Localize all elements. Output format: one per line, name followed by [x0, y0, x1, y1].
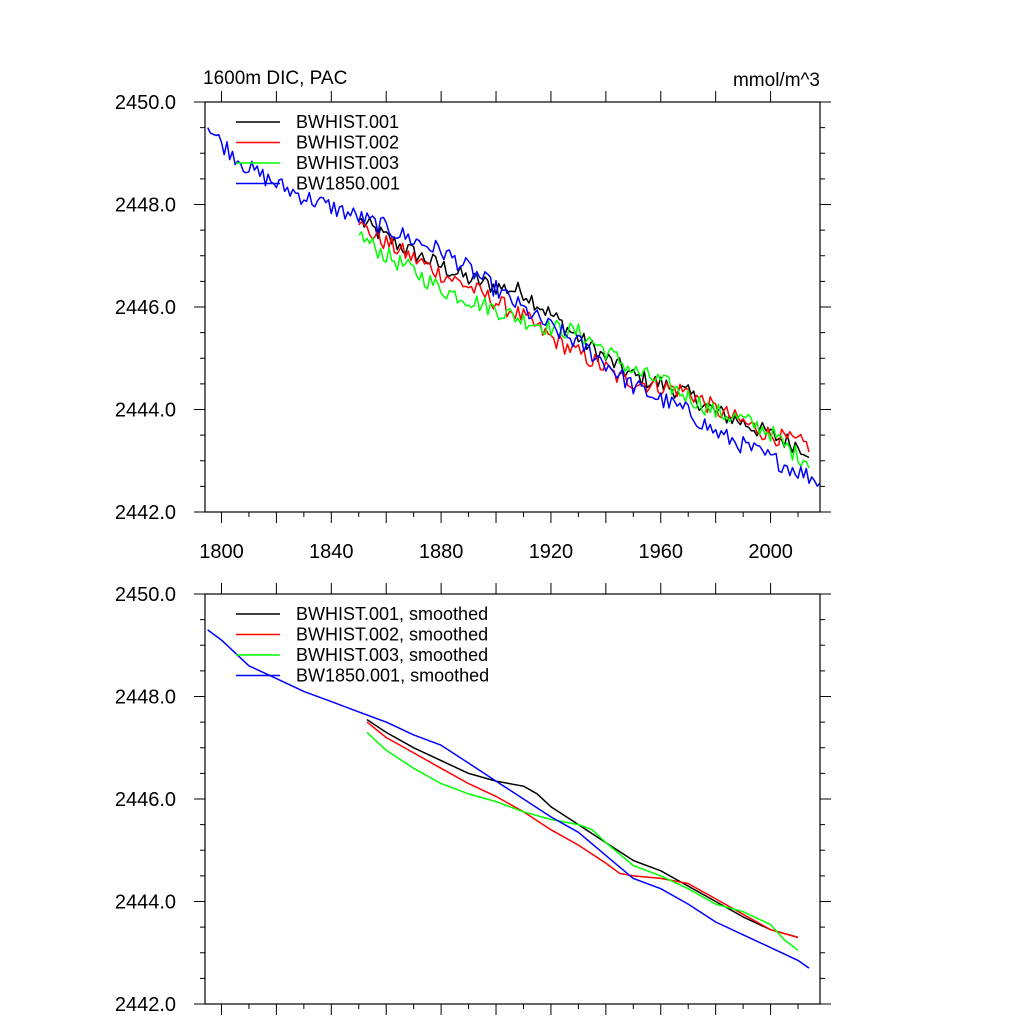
- top-chart: 1600m DIC, PAC mmol/m^3 1800 1840 1880 1920…: [115, 68, 831, 563]
- y-tick-label: 2442.0: [115, 502, 176, 524]
- series-line-bwhist-003: [358, 231, 810, 469]
- series-line-bw1850-001-smoothed: [207, 629, 810, 969]
- top-series-layer: [207, 127, 821, 487]
- x-tick-label: 1960: [639, 541, 684, 563]
- legend-label-bwhist-003: BWHIST.003: [296, 153, 399, 173]
- x-tick-label: 1880: [419, 541, 464, 563]
- legend-label-bwhist-001-smoothed: BWHIST.001, smoothed: [296, 604, 488, 624]
- legend-label-bw1850-001: BW1850.001: [296, 174, 400, 194]
- legend-label-bwhist-002-smoothed: BWHIST.002, smoothed: [296, 625, 488, 645]
- y-tick-label: 2444.0: [115, 400, 176, 422]
- series-line-bwhist-001: [358, 217, 810, 459]
- series-line-bw1850-001: [207, 127, 821, 487]
- bottom-series-layer: [207, 629, 810, 969]
- legend-label-bwhist-001: BWHIST.001: [296, 112, 399, 132]
- y-tick-label: 2442.0: [115, 994, 176, 1016]
- y-tick-label: 2450.0: [115, 584, 176, 606]
- y-tick-label: 2450.0: [115, 92, 176, 114]
- series-line-bwhist-003-smoothed: [366, 731, 799, 951]
- bottom-axes: 2442.0 2444.0 2446.0 2448.0 2450.0: [115, 583, 831, 1016]
- y-tick-label: 2446.0: [115, 297, 176, 319]
- legend-label-bwhist-003-smoothed: BWHIST.003, smoothed: [296, 645, 488, 665]
- legend-label-bwhist-002: BWHIST.002: [296, 133, 399, 153]
- chart-title: 1600m DIC, PAC: [203, 68, 347, 89]
- y-tick-label: 2444.0: [115, 892, 176, 914]
- x-tick-label: 2000: [748, 541, 793, 563]
- series-line-bwhist-001-smoothed: [366, 718, 799, 939]
- x-tick-label: 1840: [309, 541, 354, 563]
- legend-label-bw1850-001-smoothed: BW1850.001, smoothed: [296, 666, 489, 686]
- units-label: mmol/m^3: [733, 70, 820, 91]
- y-tick-label: 2448.0: [115, 687, 176, 709]
- top-axes: 1800 1840 1880 1920 1960 2000 2442.0 2444.0 2446…: [115, 91, 831, 563]
- series-line-bwhist-002-smoothed: [366, 721, 799, 939]
- x-tick-label: 1920: [529, 541, 574, 563]
- y-tick-label: 2448.0: [115, 195, 176, 217]
- y-tick-label: 2446.0: [115, 789, 176, 811]
- x-tick-label: 1800: [199, 541, 244, 563]
- bottom-chart: 2442.0 2444.0 2446.0 2448.0 2450.0 BWHIST.00…: [115, 583, 831, 1016]
